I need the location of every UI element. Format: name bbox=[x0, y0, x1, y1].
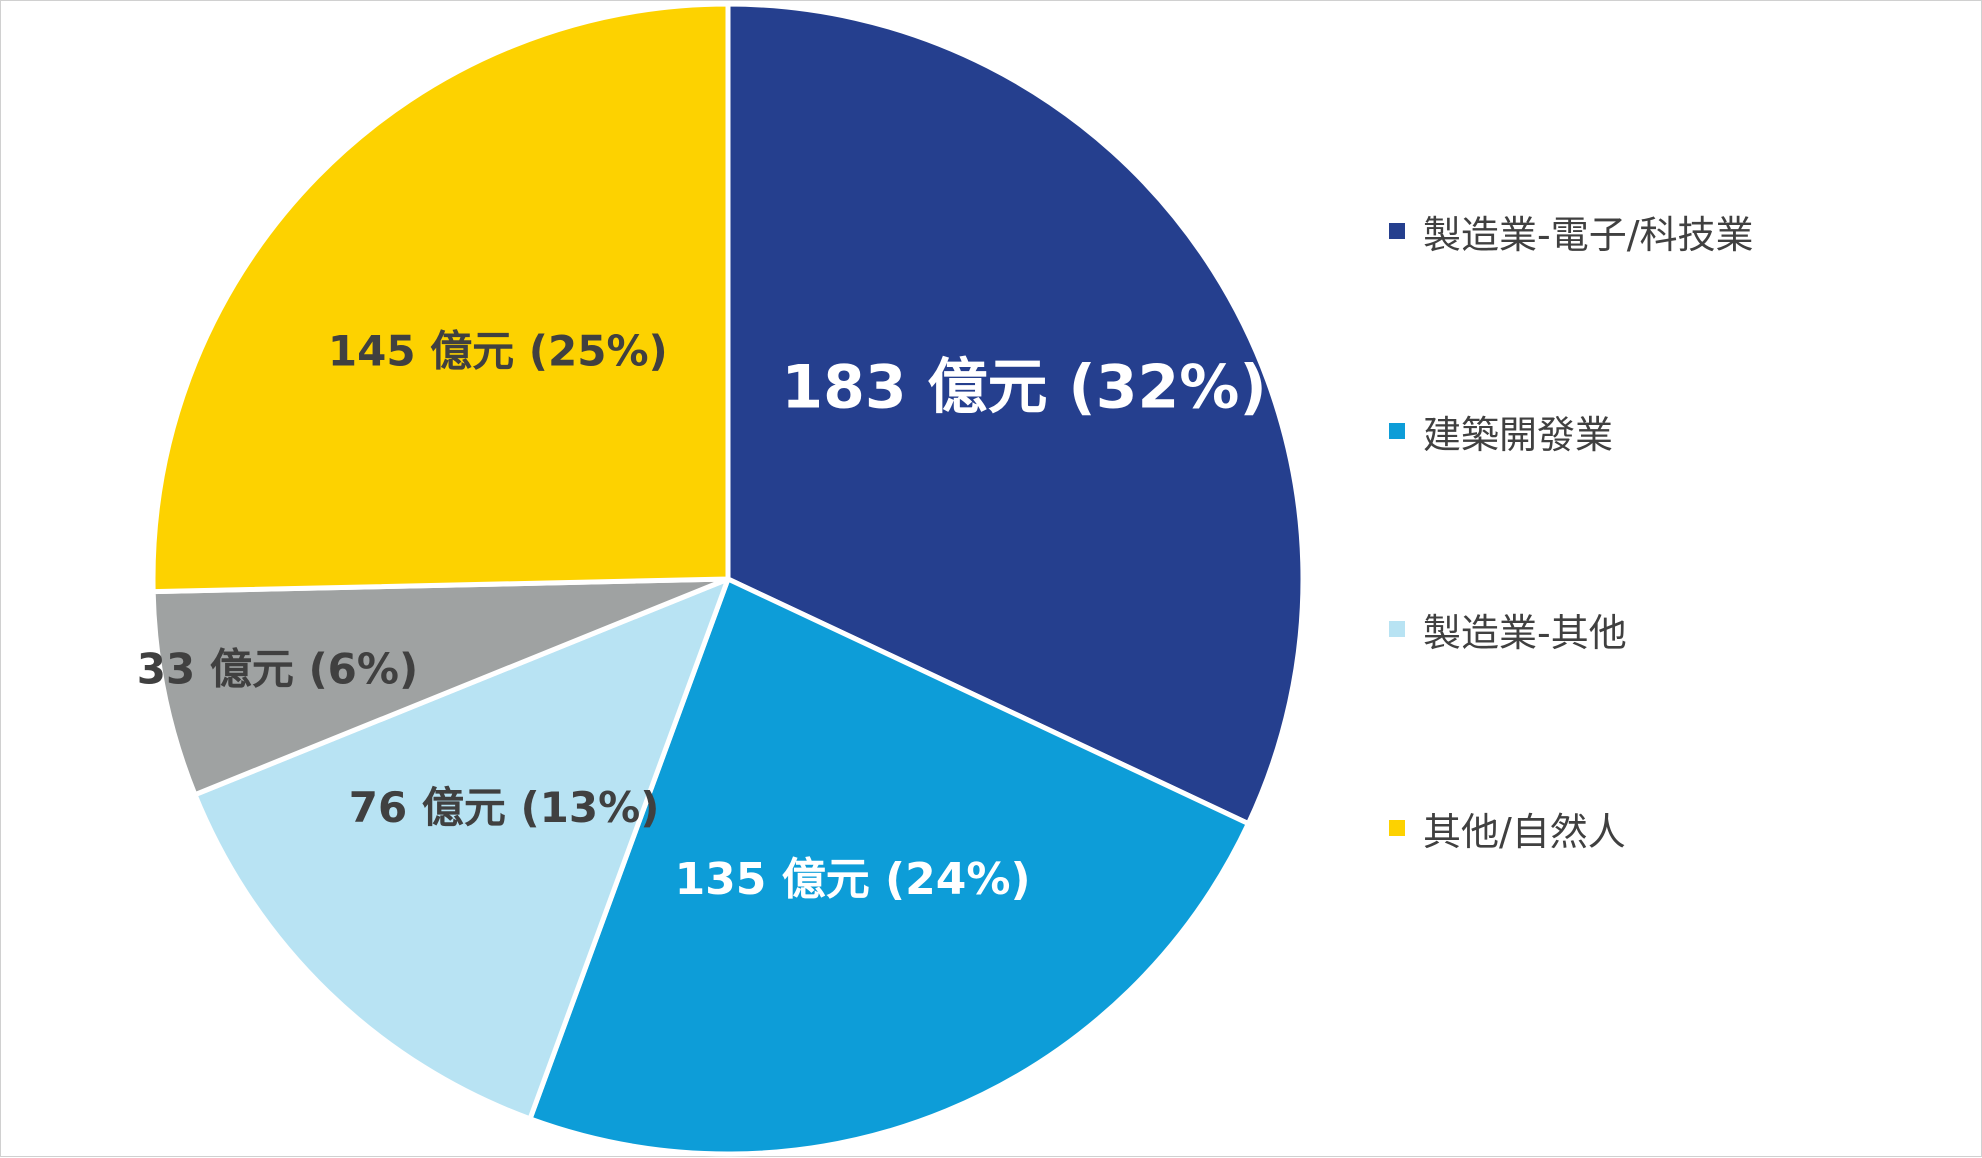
legend-swatch-other-individual bbox=[1389, 820, 1405, 836]
legend-item-construction: 建築開發業 bbox=[1389, 401, 1613, 461]
pie-slice-label-3: 33 億元 (6%) bbox=[137, 644, 418, 693]
pie-slice-label-2: 76 億元 (13%) bbox=[349, 783, 660, 832]
legend-item-other-individual: 其他/自然人 bbox=[1389, 798, 1626, 858]
legend-label-construction: 建築開發業 bbox=[1423, 412, 1614, 457]
pie-slice-label-0: 183 億元 (32%) bbox=[781, 353, 1266, 423]
pie-slice-4 bbox=[150, 1, 731, 595]
pie-slice-0 bbox=[725, 1, 1306, 827]
legend-item-electronics: 製造業-電子/科技業 bbox=[1389, 201, 1754, 261]
pie-slice-2 bbox=[192, 576, 731, 1122]
legend-swatch-electronics bbox=[1389, 223, 1405, 239]
legend-item-manufacturing-other: 製造業-其他 bbox=[1389, 599, 1627, 659]
pie-slice-label-1: 135 億元 (24%) bbox=[675, 854, 1031, 905]
pie-slice-label-4: 145 億元 (25%) bbox=[328, 326, 668, 375]
legend-label-electronics: 製造業-電子/科技業 bbox=[1423, 212, 1754, 257]
legend-swatch-construction bbox=[1389, 423, 1405, 439]
pie-slice-1 bbox=[527, 576, 1251, 1157]
legend-swatch-manufacturing-other bbox=[1389, 621, 1405, 637]
legend-label-other-individual: 其他/自然人 bbox=[1423, 809, 1626, 854]
legend-label-manufacturing-other: 製造業-其他 bbox=[1423, 610, 1627, 655]
pie-slice-3 bbox=[150, 576, 731, 798]
